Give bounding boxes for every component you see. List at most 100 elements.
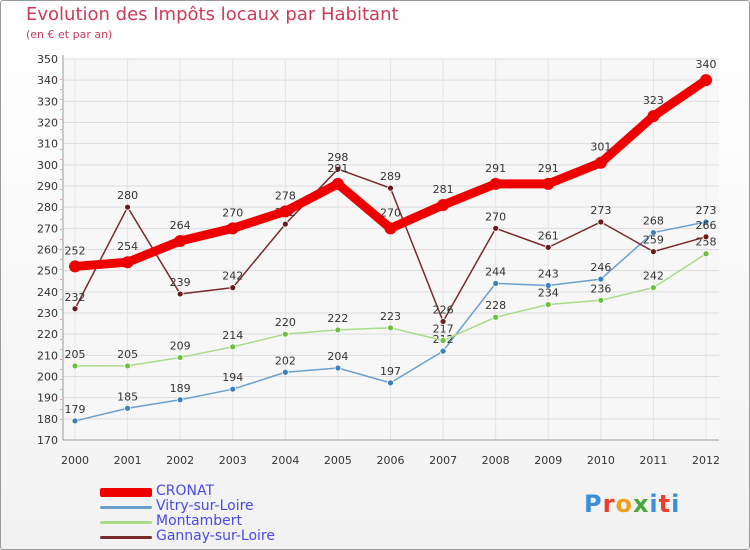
data-label-montambert: 214 bbox=[222, 329, 243, 342]
data-label-cronat: 291 bbox=[327, 162, 348, 175]
data-point-vitry-sur-loire bbox=[439, 347, 447, 355]
data-label-vitry-sur-loire: 243 bbox=[538, 267, 559, 280]
logo-letter: r bbox=[602, 490, 616, 518]
y-tick-label: 220 bbox=[37, 328, 58, 341]
data-label-cronat: 281 bbox=[433, 183, 454, 196]
x-tick-label: 2001 bbox=[114, 454, 142, 467]
data-point-vitry-sur-loire bbox=[387, 379, 394, 387]
y-tick-label: 320 bbox=[37, 117, 58, 130]
data-point-gannay-sur-loire bbox=[650, 248, 657, 256]
data-point-cronat bbox=[279, 205, 292, 218]
data-point-montambert bbox=[176, 354, 184, 361]
data-label-gannay-sur-loire: 242 bbox=[222, 270, 243, 283]
y-tick-label: 250 bbox=[37, 265, 58, 278]
data-point-vitry-sur-loire bbox=[281, 368, 289, 376]
data-label-montambert: 222 bbox=[327, 312, 348, 325]
data-label-gannay-sur-loire: 280 bbox=[117, 189, 138, 202]
x-tick-label: 2009 bbox=[534, 454, 562, 467]
y-tick-label: 290 bbox=[37, 180, 58, 193]
logo-letter: t bbox=[658, 490, 672, 518]
data-label-cronat: 264 bbox=[170, 219, 191, 232]
y-tick-label: 180 bbox=[37, 413, 58, 426]
data-point-vitry-sur-loire bbox=[176, 396, 184, 404]
data-label-montambert: 242 bbox=[643, 270, 664, 283]
data-point-gannay-sur-loire bbox=[492, 224, 500, 232]
data-label-montambert: 228 bbox=[485, 299, 506, 312]
x-tick-label: 2012 bbox=[692, 454, 720, 467]
data-label-gannay-sur-loire: 270 bbox=[485, 210, 506, 223]
data-point-gannay-sur-loire bbox=[124, 203, 131, 211]
y-tick-label: 350 bbox=[37, 53, 58, 66]
data-label-gannay-sur-loire: 239 bbox=[170, 276, 191, 289]
logo-letter: o bbox=[615, 490, 633, 518]
data-point-cronat bbox=[437, 199, 450, 212]
data-point-cronat bbox=[331, 177, 344, 190]
data-label-montambert: 236 bbox=[590, 282, 611, 295]
data-label-cronat: 270 bbox=[380, 206, 401, 219]
y-tick-label: 200 bbox=[37, 371, 58, 384]
legend-swatch bbox=[100, 520, 152, 524]
y-tick-label: 260 bbox=[37, 244, 58, 257]
data-label-gannay-sur-loire: 259 bbox=[643, 234, 664, 247]
data-point-montambert bbox=[439, 337, 447, 344]
data-point-cronat bbox=[384, 222, 397, 235]
data-label-montambert: 205 bbox=[117, 348, 138, 361]
logo-letter: i bbox=[671, 490, 681, 518]
y-tick-label: 240 bbox=[37, 286, 58, 299]
data-point-montambert bbox=[334, 326, 342, 334]
data-label-gannay-sur-loire: 226 bbox=[433, 303, 454, 316]
legend-label: Montambert bbox=[156, 513, 242, 529]
data-label-vitry-sur-loire: 244 bbox=[485, 265, 506, 278]
y-tick-label: 210 bbox=[37, 349, 58, 362]
data-point-gannay-sur-loire bbox=[597, 218, 605, 226]
data-point-gannay-sur-loire bbox=[176, 290, 184, 298]
data-label-gannay-sur-loire: 273 bbox=[590, 204, 611, 217]
data-point-gannay-sur-loire bbox=[702, 233, 710, 241]
data-point-cronat bbox=[226, 222, 239, 235]
data-point-vitry-sur-loire bbox=[597, 275, 605, 283]
data-label-cronat: 340 bbox=[696, 58, 717, 71]
data-point-montambert bbox=[492, 313, 500, 321]
data-label-vitry-sur-loire: 189 bbox=[170, 382, 191, 395]
legend-swatch bbox=[100, 487, 152, 497]
data-point-vitry-sur-loire bbox=[650, 229, 657, 236]
data-label-vitry-sur-loire: 194 bbox=[222, 371, 243, 384]
data-label-cronat: 254 bbox=[117, 240, 138, 253]
logo-letter: P bbox=[584, 490, 603, 518]
logo-letter: x bbox=[632, 490, 650, 518]
data-point-cronat bbox=[647, 110, 660, 123]
data-point-vitry-sur-loire bbox=[702, 218, 710, 226]
data-label-gannay-sur-loire: 266 bbox=[696, 219, 717, 232]
x-tick-label: 2007 bbox=[429, 454, 457, 467]
data-point-montambert bbox=[650, 284, 657, 292]
data-point-cronat bbox=[69, 260, 81, 273]
data-point-gannay-sur-loire bbox=[334, 165, 342, 173]
chart-title: Evolution des Impôts locaux par Habitant bbox=[26, 4, 399, 25]
data-label-cronat: 291 bbox=[485, 162, 506, 175]
data-point-montambert bbox=[597, 296, 605, 304]
data-label-vitry-sur-loire: 204 bbox=[327, 350, 348, 363]
x-tick-label: 2003 bbox=[219, 454, 247, 467]
data-point-cronat bbox=[121, 256, 134, 269]
data-label-vitry-sur-loire: 179 bbox=[65, 403, 86, 416]
x-tick-label: 2010 bbox=[587, 454, 615, 467]
data-point-montambert bbox=[124, 362, 131, 370]
data-point-vitry-sur-loire bbox=[71, 417, 79, 425]
data-label-montambert: 209 bbox=[170, 339, 191, 352]
data-point-vitry-sur-loire bbox=[544, 282, 552, 289]
data-label-vitry-sur-loire: 246 bbox=[590, 261, 611, 274]
data-label-montambert: 223 bbox=[380, 310, 401, 323]
data-label-gannay-sur-loire: 261 bbox=[538, 229, 559, 242]
data-point-montambert bbox=[229, 343, 237, 351]
data-label-montambert: 234 bbox=[538, 287, 559, 300]
legend-swatch bbox=[100, 535, 152, 539]
data-point-gannay-sur-loire bbox=[229, 284, 237, 292]
data-point-cronat bbox=[489, 177, 502, 190]
x-tick-label: 2000 bbox=[61, 454, 89, 467]
x-tick-label: 2008 bbox=[482, 454, 510, 467]
data-point-gannay-sur-loire bbox=[71, 305, 79, 313]
data-label-vitry-sur-loire: 273 bbox=[696, 204, 717, 217]
data-point-cronat bbox=[700, 74, 712, 87]
legend-label: Gannay-sur-Loire bbox=[156, 528, 275, 544]
data-point-gannay-sur-loire bbox=[387, 184, 394, 192]
